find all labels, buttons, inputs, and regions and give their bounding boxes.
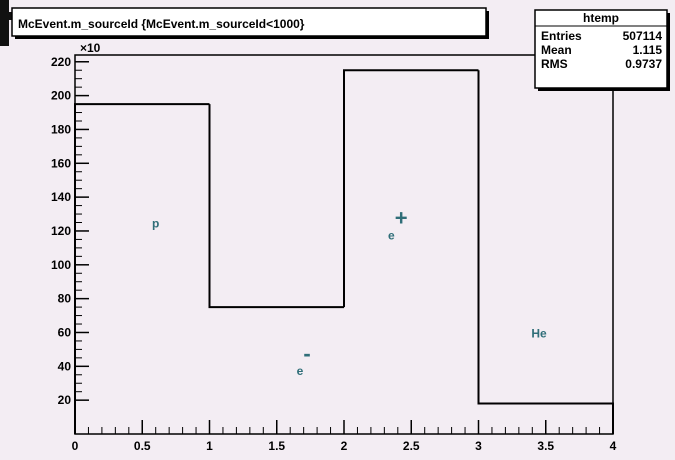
y-tick-label: 80 (58, 292, 72, 306)
corner-glyph (0, 0, 9, 46)
y-tick-label: 100 (51, 258, 71, 272)
annotation-sup: - (303, 341, 310, 366)
histogram-bin (477, 70, 614, 434)
x-tick-label: 2.5 (403, 439, 420, 453)
stats-shadow (538, 88, 670, 91)
axis-multiplier: ×10 (80, 41, 101, 55)
annotation-text: e (297, 364, 304, 378)
y-tick-label: 60 (58, 325, 72, 339)
annotation: p (152, 217, 159, 231)
y-tick-label: 200 (51, 89, 71, 103)
x-tick-label: 3.5 (537, 439, 554, 453)
stats-shadow (667, 13, 670, 91)
annotation-sup: + (395, 205, 408, 230)
annotation-text: He (531, 327, 547, 341)
histogram-bin (343, 69, 479, 308)
y-tick-label: 140 (51, 190, 71, 204)
x-tick-label: 1.5 (268, 439, 285, 453)
stats-value: 0.9737 (625, 57, 662, 71)
corner-glyph (0, 12, 22, 20)
y-tick-label: 20 (58, 393, 72, 407)
annotation: e- (297, 341, 311, 378)
annotation-text: p (152, 217, 159, 231)
stats-value: 507114 (623, 29, 663, 43)
stats-label: RMS (541, 57, 568, 71)
x-tick-label: 3 (475, 439, 482, 453)
histogram-bin (208, 104, 344, 309)
x-tick-label: 4 (610, 439, 617, 453)
x-tick-label: 1 (206, 439, 213, 453)
title-shadow (486, 11, 489, 39)
stats-value: 1.115 (633, 43, 663, 57)
y-tick-label: 180 (51, 122, 71, 136)
chart-title: McEvent.m_sourceId {McEvent.m_sourceId<1… (18, 17, 305, 31)
title-box (11, 7, 487, 37)
stats-label: Entries (541, 29, 582, 43)
y-tick-label: 220 (51, 55, 71, 69)
stats-title: htemp (583, 11, 619, 25)
title-shadow (15, 36, 489, 39)
histogram-bin (74, 103, 210, 434)
x-tick-label: 0.5 (134, 439, 151, 453)
x-tick-label: 0 (72, 439, 79, 453)
annotation-text: e (388, 228, 395, 242)
annotation: He (531, 327, 547, 341)
x-tick-label: 2 (341, 439, 348, 453)
stats-label: Mean (541, 43, 572, 57)
annotation: e+ (388, 205, 408, 242)
y-tick-label: 40 (58, 359, 72, 373)
y-tick-label: 160 (51, 156, 71, 170)
y-tick-label: 120 (51, 224, 71, 238)
